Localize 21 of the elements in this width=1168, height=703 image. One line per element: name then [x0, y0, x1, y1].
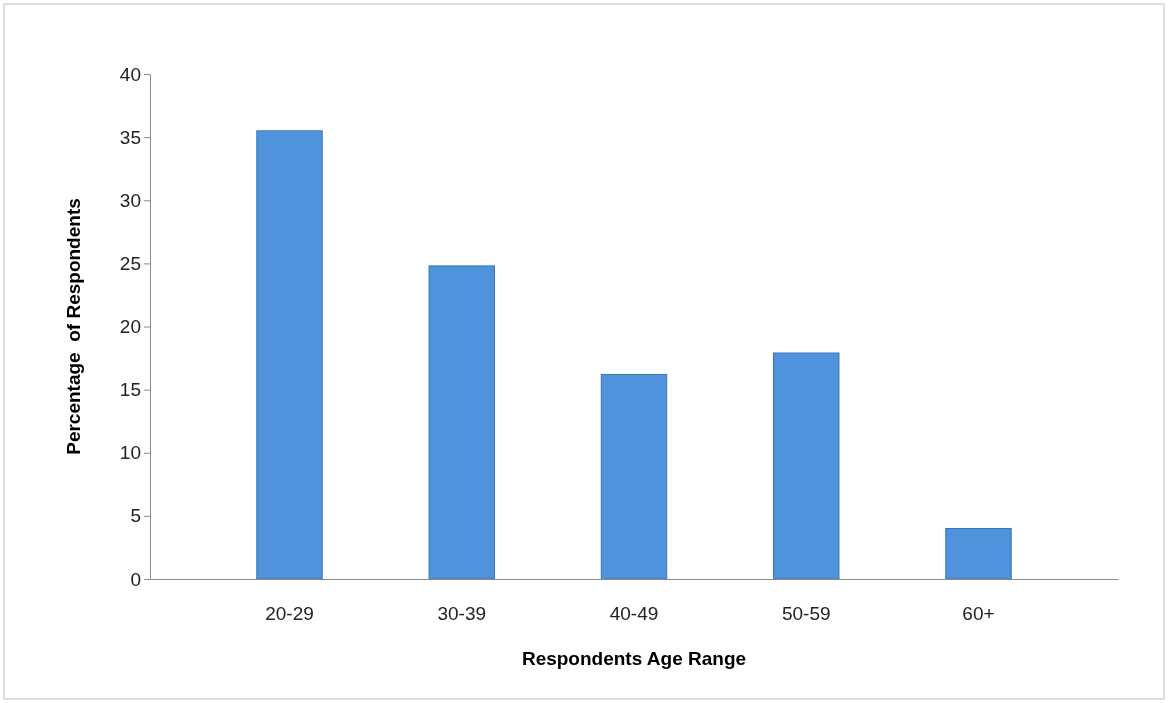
bar: [945, 528, 1012, 580]
bar: [428, 265, 495, 580]
y-tick-label: 20: [119, 316, 141, 338]
y-tick-label: 5: [130, 505, 141, 527]
y-tick-label: 35: [119, 126, 141, 148]
y-tick-label: 0: [130, 568, 141, 590]
bar: [773, 352, 840, 580]
x-tick-label: 60+: [962, 603, 995, 625]
x-tick-label: 20-29: [265, 603, 314, 625]
y-tick-label: 30: [119, 189, 141, 211]
bar: [600, 373, 668, 580]
y-axis-title: Percentage of Respondents: [63, 198, 84, 455]
x-tick-label: 30-39: [437, 603, 487, 625]
y-tick-label: 25: [119, 252, 141, 274]
x-tick-label: 50-59: [781, 603, 831, 625]
bar: [256, 130, 323, 580]
y-tick-label: 15: [119, 379, 141, 401]
x-tick-label: 40-49: [609, 603, 659, 625]
y-tick-label: 40: [119, 63, 141, 85]
y-tick-label: 10: [119, 442, 141, 464]
x-axis-title: Respondents Age Range: [521, 648, 747, 669]
